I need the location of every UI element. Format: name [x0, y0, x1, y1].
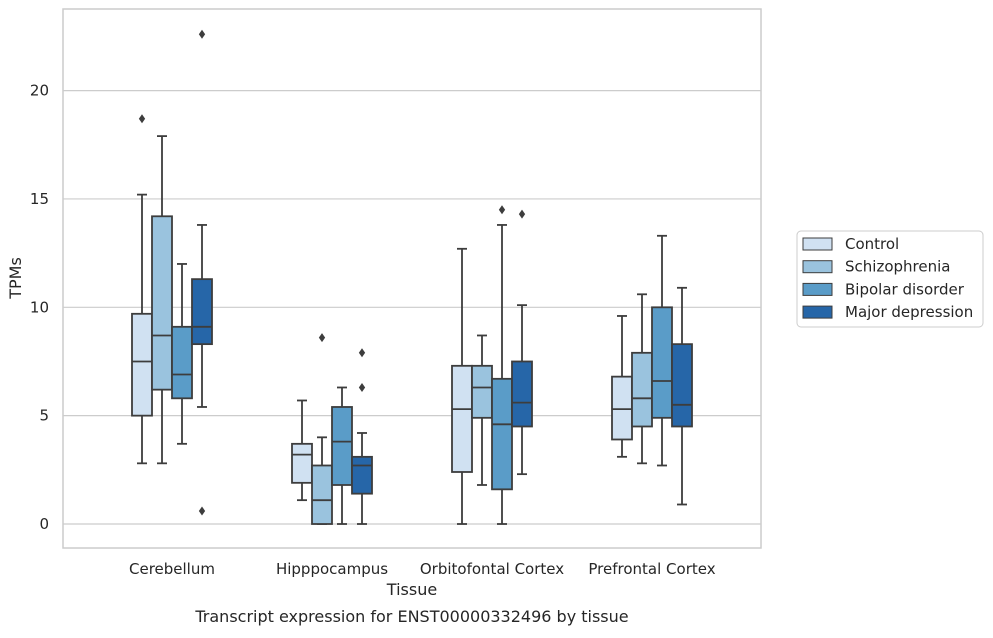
- y-tick-label: 5: [39, 407, 49, 425]
- box-group: [191, 29, 213, 516]
- box: [291, 442, 313, 484]
- box: [491, 377, 513, 491]
- box: [451, 364, 473, 473]
- box-group: [311, 333, 333, 525]
- box: [611, 375, 633, 441]
- box: [351, 455, 373, 495]
- box: [311, 464, 333, 525]
- x-tick-label: Prefrontal Cortex: [588, 560, 715, 578]
- box-group: [471, 334, 493, 486]
- outlier-point: [358, 348, 366, 358]
- outlier-point: [198, 506, 206, 516]
- legend-swatch: [802, 305, 833, 319]
- legend-items: Control Schizophrenia Bipolar disorder Majo…: [802, 235, 973, 321]
- y-tick-label: 20: [30, 82, 49, 100]
- y-axis-label: TPMs: [6, 257, 25, 300]
- box-layer: [131, 29, 693, 525]
- box-group: [291, 399, 313, 502]
- y-ticks: 0 5 10 15 20: [30, 82, 49, 533]
- legend-swatch: [802, 237, 833, 251]
- box-group: [451, 247, 473, 525]
- plot-area: [62, 8, 762, 549]
- outlier-point: [138, 114, 146, 124]
- legend-swatch: [802, 260, 833, 274]
- box: [651, 306, 673, 419]
- box: [471, 364, 493, 419]
- box-group: [351, 348, 373, 525]
- box: [171, 325, 193, 400]
- box-group: [511, 209, 533, 476]
- legend-label: Control: [845, 235, 899, 253]
- legend-label: Bipolar disorder: [845, 280, 965, 298]
- outlier-point: [358, 382, 366, 392]
- x-tick-label: Orbitofontal Cortex: [420, 560, 564, 578]
- box-group: [131, 114, 153, 465]
- chart-caption: Transcript expression for ENST0000033249…: [194, 607, 628, 626]
- box-group: [331, 386, 353, 525]
- legend-label: Major depression: [845, 303, 973, 321]
- box-group: [491, 205, 513, 525]
- box-group: [151, 135, 173, 465]
- box: [331, 406, 353, 486]
- x-ticks: Cerebellum Hipppocampus Orbitofontal Corte…: [129, 560, 716, 578]
- box-group: [671, 286, 693, 506]
- box: [131, 312, 153, 417]
- box: [631, 351, 653, 428]
- legend-swatch: [802, 282, 833, 296]
- y-tick-label: 10: [30, 298, 49, 316]
- x-tick-label: Hipppocampus: [276, 560, 388, 578]
- x-axis-label: Tissue: [386, 580, 437, 599]
- legend-label: Schizophrenia: [845, 258, 950, 276]
- box: [191, 278, 213, 346]
- box-group: [651, 234, 673, 467]
- box: [151, 215, 173, 391]
- y-tick-label: 15: [30, 190, 49, 208]
- x-tick-label: Cerebellum: [129, 560, 215, 578]
- outlier-point: [498, 205, 506, 215]
- outlier-point: [318, 333, 326, 343]
- legend-frame: [796, 230, 984, 328]
- box: [511, 360, 533, 428]
- box: [671, 343, 693, 428]
- y-tick-label: 0: [39, 515, 49, 533]
- legend: Control Schizophrenia Bipolar disorder Majo…: [796, 230, 984, 328]
- outlier-point: [198, 29, 206, 39]
- outlier-point: [518, 209, 526, 219]
- box-group: [171, 263, 193, 445]
